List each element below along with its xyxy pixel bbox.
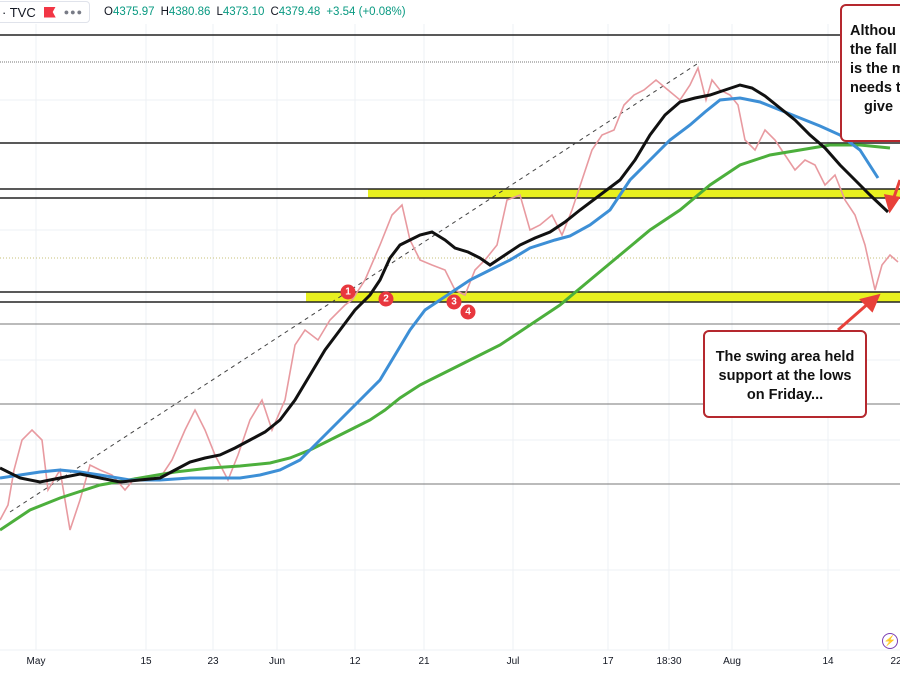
more-options-icon[interactable]: ●●● xyxy=(63,7,84,17)
ohlc-values: O4375.97 H4380.86 L4373.10 C4379.48 +3.5… xyxy=(104,6,406,18)
x-tick: 23 xyxy=(207,656,219,667)
horizontal-levels xyxy=(0,34,900,303)
ma-green xyxy=(0,143,891,532)
symbol-label: · TVC xyxy=(2,4,36,20)
trend-line xyxy=(9,61,701,513)
x-tick: 22 xyxy=(890,656,900,667)
x-tick: Aug xyxy=(723,656,741,667)
x-tick: 15 xyxy=(140,656,152,667)
touch-marker-2: 2 xyxy=(378,291,394,307)
high-value: 4380.86 xyxy=(168,6,211,18)
x-tick: 17 xyxy=(602,656,614,667)
x-tick: 18:30 xyxy=(656,656,682,667)
close-value: 4379.48 xyxy=(278,6,321,18)
x-tick: 12 xyxy=(349,656,361,667)
touch-marker-3: 3 xyxy=(446,294,462,310)
low-value: 4373.10 xyxy=(222,6,265,18)
touch-marker-1: 1 xyxy=(340,284,356,300)
x-tick: Jun xyxy=(268,656,286,667)
symbol-chip[interactable]: · TVC ●●● xyxy=(0,1,91,23)
change-value: +3.54 (+0.08%) xyxy=(326,6,406,18)
lightning-bolt-icon[interactable]: ⚡ xyxy=(882,633,898,649)
chart-header: · TVC ●●● O4375.97 H4380.86 L4373.10 C43… xyxy=(0,0,900,24)
open-value: 4375.97 xyxy=(112,6,155,18)
callout-swing-area: The swing area held support at the lows … xyxy=(703,330,867,418)
x-tick: 14 xyxy=(822,656,834,667)
annotation-arrows xyxy=(837,179,900,332)
touch-marker-4: 4 xyxy=(460,304,476,320)
x-tick: May xyxy=(26,656,46,667)
ma-black xyxy=(0,83,890,484)
ma-blue xyxy=(0,96,880,482)
x-tick: Jul xyxy=(506,656,520,667)
lower-swing-zone xyxy=(306,292,900,302)
x-tick: 21 xyxy=(418,656,430,667)
flag-icon[interactable] xyxy=(43,6,56,18)
callout-top-right: Althou the fall is the m needs t give xyxy=(840,4,900,142)
upper-swing-zone xyxy=(368,189,900,198)
